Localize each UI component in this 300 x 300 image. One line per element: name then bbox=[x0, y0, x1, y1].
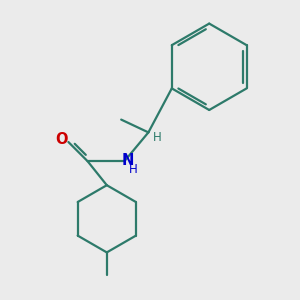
Text: H: H bbox=[129, 163, 138, 176]
Text: O: O bbox=[55, 132, 68, 147]
Text: H: H bbox=[153, 131, 162, 144]
Text: N: N bbox=[122, 153, 134, 168]
